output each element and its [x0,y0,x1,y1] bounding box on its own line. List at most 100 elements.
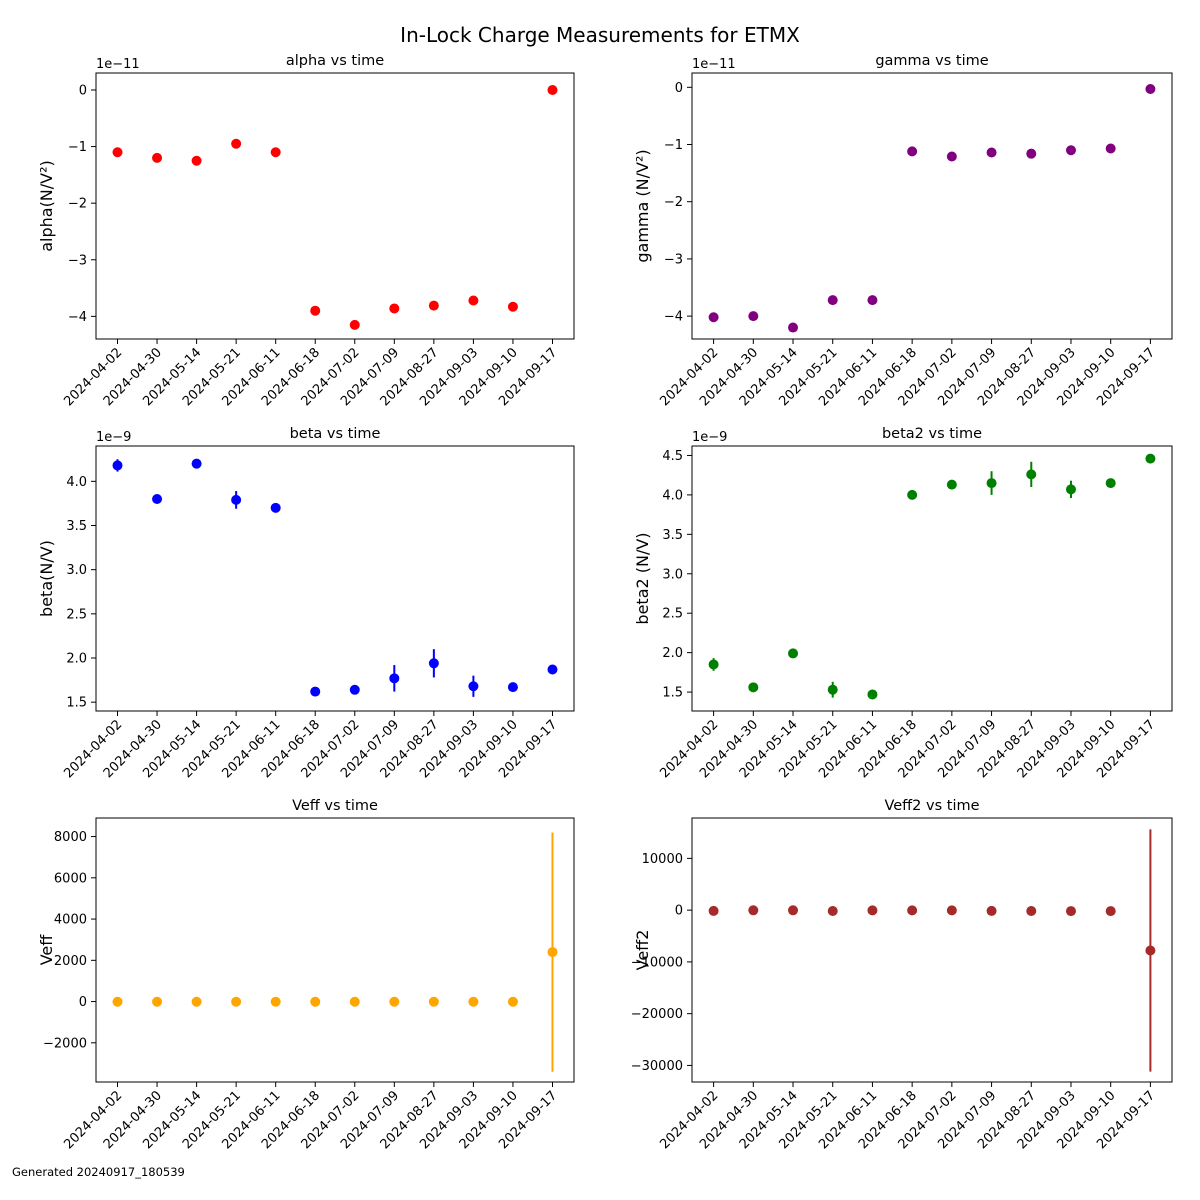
data-point [231,996,242,1007]
data-point [788,322,799,333]
y-offset-text: 1e−9 [96,430,131,445]
y-tick-label: 8000 [54,830,87,845]
y-tick-label: 0 [79,995,87,1010]
data-point [270,996,281,1007]
chart-panel: beta vs time beta(N/V) 1e−9 1.5 2.0 2.5 3.0 3.5… [37,426,575,781]
data-point [708,312,719,323]
y-tick-label: −2 [664,195,683,210]
y-tick-label: 2.0 [66,652,87,667]
y-tick-label: 0 [675,81,683,96]
data-point [547,664,558,675]
data-point [827,906,838,917]
chart-title: alpha vs time [286,53,384,69]
y-tick-label: 3.5 [662,528,683,543]
data-point [748,905,759,916]
data-point [907,905,918,916]
data-point [191,458,202,469]
data-point [231,138,242,149]
y-tick-label: 4.0 [66,475,87,490]
axes-frame [691,445,1173,712]
data-point [986,147,997,158]
y-tick-label: −30000 [631,1059,683,1074]
y-tick-label: 2000 [54,954,87,969]
chart-panel: Veff2 vs time Veff2 −30000 −20000 −10000 0 100… [631,798,1173,1152]
data-point [507,996,518,1007]
chart-title: gamma vs time [875,53,988,69]
data-point [1145,945,1156,956]
data-point [310,996,321,1007]
y-tick-label: 3.5 [66,519,87,534]
data-point [349,996,360,1007]
data-point [1026,469,1037,480]
axes-frame [691,72,1173,340]
data-point [986,905,997,916]
y-tick-label: 0 [675,904,683,919]
data-point [907,489,918,500]
y-tick-label: −4 [664,310,683,325]
data-point [349,319,360,330]
y-tick-label: −2 [68,197,87,212]
data-point [1105,906,1116,917]
data-point [986,478,997,489]
y-offset-text: 1e−11 [692,57,736,72]
data-point [389,996,400,1007]
data-point [1105,478,1116,489]
data-point [349,684,360,695]
y-axis-label: beta2 (N/V) [633,532,652,624]
y-tick-label: 10000 [642,852,683,867]
y-tick-label: 4000 [54,913,87,928]
data-point [152,152,163,163]
data-point [310,305,321,316]
data-point [428,658,439,669]
data-point [310,686,321,697]
y-tick-label: −3 [664,252,683,267]
axes-frame [95,817,575,1083]
data-point [788,648,799,659]
y-axis-label: gamma (N/V²) [633,149,652,262]
y-tick-label: 3.0 [66,563,87,578]
data-point [152,494,163,504]
y-tick-label: 4.0 [662,488,683,503]
chart-title: Veff2 vs time [884,798,979,814]
data-point [389,303,400,314]
data-point [507,301,518,312]
y-tick-label: 4.5 [662,449,683,464]
data-point [827,295,838,306]
data-point [1065,484,1076,495]
data-point [1145,453,1156,464]
axes-frame [95,445,575,712]
data-point [112,460,123,471]
y-tick-label: 6000 [54,871,87,886]
y-tick-label: 2.5 [662,607,683,622]
data-point [827,684,838,695]
data-point [270,147,281,158]
data-point [946,151,957,162]
y-tick-label: 2.5 [66,607,87,622]
chart-panel: Veff vs timeVeff−20000200040006000800020… [37,798,575,1152]
data-point [152,996,163,1007]
data-point [389,673,400,684]
data-point [748,682,759,693]
data-point [547,84,558,95]
data-point [468,681,479,692]
y-axis-label: alpha(N/V²) [37,160,56,252]
data-point [946,479,957,490]
data-point [468,996,479,1007]
data-point [708,659,719,670]
data-point [428,300,439,311]
y-tick-label: −2000 [43,1036,87,1051]
data-point [1065,906,1076,917]
data-point [907,146,918,157]
data-point [112,996,123,1007]
data-point [507,682,518,693]
data-point [867,295,878,306]
data-point [112,147,123,158]
chart-title: beta vs time [290,426,381,442]
data-point [708,905,719,916]
data-point [1065,145,1076,156]
y-axis-label: Veff2 [633,930,652,971]
y-tick-label: 2.0 [662,646,683,661]
axes-frame [691,817,1173,1083]
